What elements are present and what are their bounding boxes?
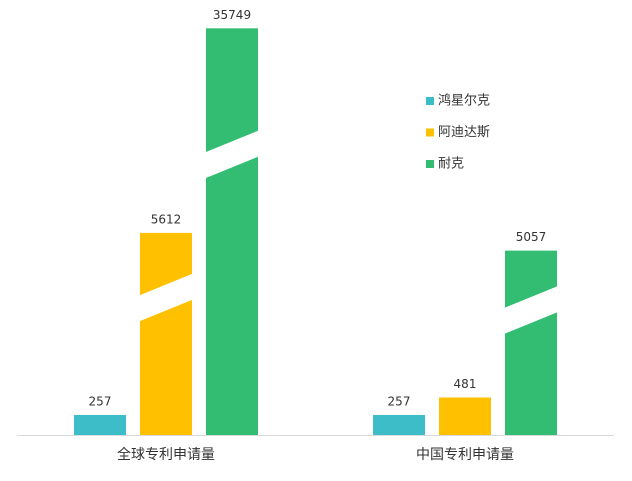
bar [439,397,491,435]
value-label: 257 [388,394,411,408]
x-tick-label: 中国专利申请量 [416,447,514,463]
axis-break [504,285,558,334]
legend-label: 阿迪达斯 [438,125,490,140]
x-tick-label: 全球专利申请量 [117,446,215,463]
axis-break [139,273,193,322]
bar [140,232,192,435]
bar [206,28,258,435]
value-label: 35749 [213,8,251,22]
legend-label: 鸿星尔克 [438,93,490,109]
legend-swatch [426,160,434,168]
value-label: 481 [454,377,477,391]
value-label: 5612 [151,212,182,226]
axis-break [205,130,259,179]
legend-swatch [426,97,434,105]
bar [74,414,126,435]
legend-label: 耐克 [438,157,464,172]
value-label: 5057 [516,230,547,244]
bar [505,250,557,435]
bar [373,414,425,435]
legend-swatch [426,128,434,137]
value-label: 257 [89,394,112,408]
